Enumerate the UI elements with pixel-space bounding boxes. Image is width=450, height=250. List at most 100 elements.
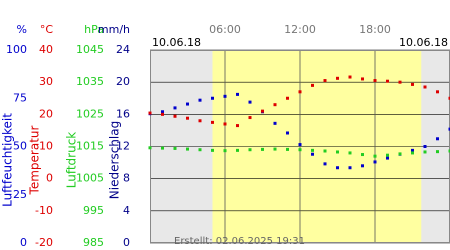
data-point <box>348 166 352 170</box>
y-tick-label: 20 <box>39 107 53 120</box>
data-point <box>198 148 202 152</box>
data-point <box>223 149 227 153</box>
data-point <box>248 100 252 104</box>
axis-title: Niederschlag <box>108 121 122 199</box>
y-tick-label: -20 <box>35 236 53 249</box>
y-tick-label: 24 <box>116 43 130 56</box>
data-point <box>448 96 450 100</box>
data-point <box>236 92 239 96</box>
y-tick-label: 0 <box>20 236 27 249</box>
data-point <box>423 85 427 89</box>
data-point <box>448 127 450 131</box>
y-tick-label: 20 <box>116 75 130 88</box>
data-point <box>373 154 377 158</box>
y-tick-label: 4 <box>123 204 130 217</box>
data-point <box>236 124 239 128</box>
y-tick-label: 0 <box>123 236 130 249</box>
data-point <box>186 147 189 151</box>
data-point <box>348 151 352 155</box>
data-point <box>311 152 314 156</box>
data-point <box>248 116 252 120</box>
y-tick-label: 1015 <box>76 140 104 153</box>
x-tick-label: 18:00 <box>359 23 391 36</box>
x-tick-label: 06:00 <box>209 23 241 36</box>
y-tick-label: -10 <box>35 204 53 217</box>
data-point <box>361 153 364 157</box>
data-point <box>361 164 364 168</box>
data-point <box>398 80 402 84</box>
y-tick-label: 12 <box>116 140 130 153</box>
axis-title: Luftdruck <box>65 132 79 189</box>
data-point <box>448 149 450 153</box>
y-tick-label: 995 <box>83 204 104 217</box>
data-point <box>173 106 177 110</box>
data-point <box>273 103 277 107</box>
footer: Erstellt: 02.06.2025 19:31 <box>174 236 305 247</box>
data-point <box>273 147 277 151</box>
data-point <box>173 146 177 150</box>
y-tick-label: 1005 <box>76 172 104 185</box>
data-point <box>386 156 389 160</box>
data-point <box>311 83 314 87</box>
data-point <box>161 146 164 150</box>
data-point <box>323 162 327 166</box>
data-point <box>398 152 402 156</box>
data-point <box>148 111 152 115</box>
date-left: 10.06.18 <box>152 36 201 49</box>
data-point <box>261 147 264 151</box>
data-point <box>323 149 327 153</box>
axis-title: Temperatur <box>28 125 42 195</box>
y-tick-label: 40 <box>39 43 53 56</box>
y-tick-label: 100 <box>6 43 27 56</box>
data-point <box>261 109 264 113</box>
data-point <box>173 114 177 118</box>
y-tick-label: 75 <box>13 91 27 104</box>
data-point <box>286 131 289 135</box>
data-point <box>436 150 439 154</box>
data-point <box>286 147 289 151</box>
y-tick-label: 25 <box>13 188 27 201</box>
data-point <box>336 76 339 80</box>
data-point <box>223 94 227 98</box>
data-point <box>386 79 389 83</box>
data-point <box>273 121 277 125</box>
data-point <box>211 148 214 152</box>
y-tick-label: 50 <box>13 140 27 153</box>
y-tick-label: 8 <box>123 172 130 185</box>
data-point <box>298 148 302 152</box>
data-point <box>211 96 214 100</box>
data-point <box>236 148 239 152</box>
y-tick-label: 1045 <box>76 43 104 56</box>
axis-unit: mm/h <box>98 23 130 36</box>
data-point <box>186 102 189 106</box>
data-point <box>298 143 302 147</box>
data-point <box>361 77 364 81</box>
data-point <box>248 148 252 152</box>
data-point <box>336 166 339 170</box>
data-point <box>436 90 439 94</box>
data-point <box>423 145 427 148</box>
axis-unit: % <box>17 23 27 36</box>
data-point <box>411 151 414 155</box>
data-point <box>161 110 164 114</box>
y-tick-label: 1025 <box>76 107 104 120</box>
data-point <box>286 96 289 100</box>
date-right: 10.06.18 <box>399 36 448 49</box>
data-point <box>223 122 227 126</box>
data-point <box>211 120 214 124</box>
data-point <box>311 148 314 152</box>
y-tick-label: 30 <box>39 75 53 88</box>
data-point <box>386 153 389 157</box>
y-tick-label: 16 <box>116 107 130 120</box>
data-point <box>186 116 189 120</box>
data-point <box>373 79 377 83</box>
data-point <box>298 90 302 94</box>
y-tick-label: 10 <box>39 140 53 153</box>
data-point <box>161 112 164 116</box>
y-tick-label: 1035 <box>76 75 104 88</box>
data-point <box>198 98 202 102</box>
data-point <box>198 119 202 123</box>
data-point <box>423 150 427 154</box>
data-point <box>336 150 339 154</box>
